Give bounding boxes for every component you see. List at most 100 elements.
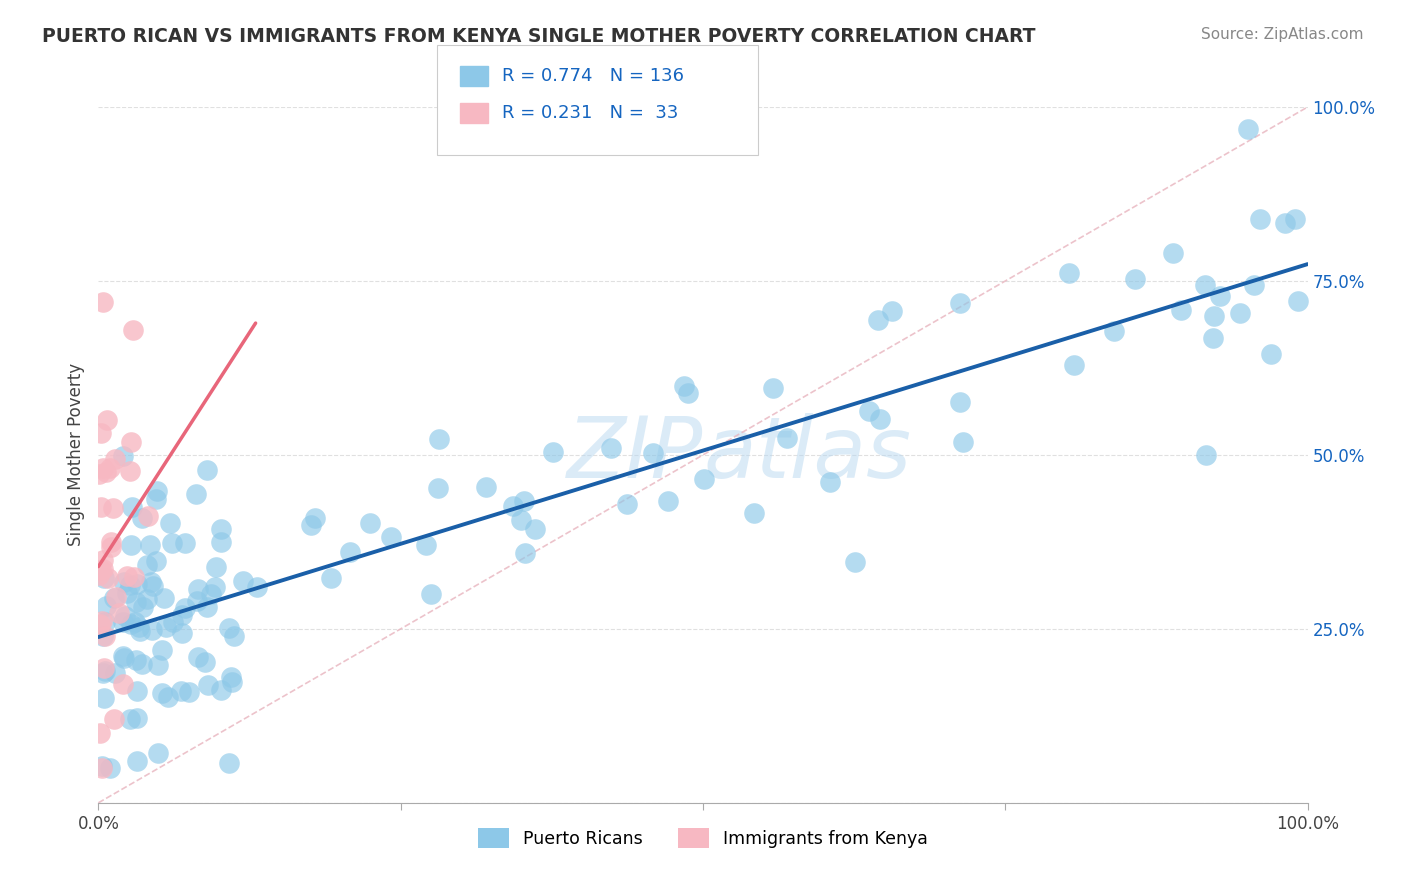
Point bbox=[89, 617, 111, 632]
Point bbox=[103, 591, 125, 605]
Point bbox=[1284, 212, 1306, 227]
Point bbox=[693, 472, 716, 486]
Point bbox=[1229, 306, 1251, 320]
Point bbox=[91, 294, 114, 309]
Point bbox=[125, 653, 148, 667]
Point bbox=[127, 684, 149, 698]
Point bbox=[186, 487, 208, 501]
Point bbox=[89, 467, 111, 482]
Point bbox=[94, 465, 117, 479]
Point bbox=[172, 625, 194, 640]
Point bbox=[195, 463, 218, 477]
Point bbox=[1208, 289, 1230, 303]
Point bbox=[301, 517, 323, 532]
Point bbox=[1260, 346, 1282, 360]
Point bbox=[96, 412, 118, 426]
Point bbox=[246, 580, 269, 594]
Point bbox=[197, 677, 219, 691]
Point bbox=[380, 530, 402, 544]
Point bbox=[111, 677, 134, 691]
Point bbox=[195, 600, 218, 615]
Point bbox=[170, 684, 193, 698]
Point bbox=[1243, 277, 1265, 292]
Point bbox=[146, 484, 169, 499]
Point bbox=[103, 501, 125, 516]
Y-axis label: Single Mother Poverty: Single Mother Poverty bbox=[66, 363, 84, 547]
Text: Source: ZipAtlas.com: Source: ZipAtlas.com bbox=[1201, 27, 1364, 42]
Point bbox=[415, 537, 437, 551]
Point bbox=[118, 578, 141, 592]
Point bbox=[156, 690, 179, 704]
Point bbox=[866, 313, 889, 327]
Point bbox=[1194, 278, 1216, 293]
Point bbox=[93, 666, 115, 681]
Point bbox=[117, 585, 139, 599]
Point bbox=[120, 616, 142, 631]
Text: ZIP: ZIP bbox=[567, 413, 703, 497]
Text: R = 0.231   N =  33: R = 0.231 N = 33 bbox=[502, 104, 678, 122]
Point bbox=[117, 569, 139, 583]
Point bbox=[93, 690, 115, 705]
Point bbox=[120, 538, 142, 552]
Point bbox=[145, 492, 167, 507]
Point bbox=[125, 595, 148, 609]
Point bbox=[124, 615, 146, 629]
Point bbox=[97, 571, 120, 585]
Point bbox=[90, 563, 112, 577]
Point bbox=[150, 642, 173, 657]
Point bbox=[150, 686, 173, 700]
Point bbox=[209, 683, 232, 698]
Point bbox=[104, 452, 127, 467]
Point bbox=[952, 434, 974, 449]
Point bbox=[232, 574, 254, 588]
Point bbox=[100, 534, 122, 549]
Point bbox=[120, 713, 142, 727]
Point bbox=[94, 664, 117, 678]
Point bbox=[1195, 448, 1218, 462]
Point bbox=[112, 449, 135, 463]
Point bbox=[159, 516, 181, 530]
Point bbox=[114, 608, 136, 623]
Point bbox=[1163, 246, 1185, 260]
Point bbox=[112, 649, 135, 664]
Point bbox=[844, 555, 866, 569]
Point bbox=[209, 522, 232, 536]
Point bbox=[475, 480, 498, 494]
Point bbox=[128, 624, 150, 638]
Point bbox=[120, 435, 142, 450]
Point bbox=[427, 481, 450, 495]
Point bbox=[419, 586, 441, 600]
Point bbox=[146, 658, 169, 673]
Point bbox=[90, 614, 112, 628]
Point bbox=[132, 599, 155, 614]
Point bbox=[676, 386, 699, 401]
Point bbox=[173, 600, 195, 615]
Point bbox=[91, 759, 114, 773]
Point bbox=[1125, 272, 1147, 286]
Point bbox=[1236, 121, 1258, 136]
Point bbox=[90, 500, 112, 515]
Point bbox=[339, 545, 361, 559]
Point bbox=[94, 599, 117, 614]
Point bbox=[142, 579, 165, 593]
Point bbox=[128, 620, 150, 634]
Point bbox=[1201, 331, 1223, 345]
Point bbox=[146, 747, 169, 761]
Point bbox=[673, 379, 696, 393]
Point bbox=[209, 534, 232, 549]
Text: R = 0.774   N = 136: R = 0.774 N = 136 bbox=[502, 67, 683, 85]
Point bbox=[599, 441, 621, 455]
Point bbox=[136, 592, 159, 607]
Point bbox=[204, 580, 226, 594]
Point bbox=[104, 665, 127, 680]
Point bbox=[136, 508, 159, 523]
Point bbox=[641, 446, 664, 460]
Point bbox=[194, 655, 217, 669]
Point bbox=[882, 304, 904, 318]
Legend: Puerto Ricans, Immigrants from Kenya: Puerto Ricans, Immigrants from Kenya bbox=[470, 820, 936, 856]
Point bbox=[543, 445, 565, 459]
Point bbox=[1170, 302, 1192, 317]
Point bbox=[90, 761, 112, 775]
Point bbox=[1286, 294, 1309, 309]
Point bbox=[94, 615, 117, 630]
